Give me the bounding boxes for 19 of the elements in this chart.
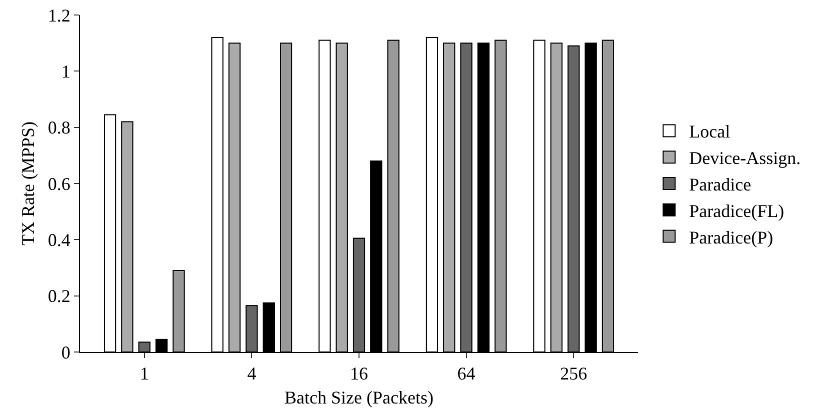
y-axis-title: TX Rate (MPPS) [18,121,38,246]
x-tick-label: 1 [140,364,149,384]
y-tick-label: 0 [61,342,70,362]
legend-label: Paradice [689,174,752,195]
y-tick-label: 1 [61,61,70,82]
legend-label: Local [689,122,730,142]
x-tick-label: 16 [350,364,368,384]
legend-label: Paradice(P) [689,227,774,248]
legend-label: Device-Assign. [689,148,801,168]
y-tick-label: 0.8 [48,118,70,138]
y-tick-label: 0.4 [48,230,70,250]
x-tick-label: 256 [560,364,588,384]
x-tick-label: 4 [247,364,256,384]
x-axis-title: Batch Size (Packets) [284,388,434,408]
y-tick-label: 0.6 [48,174,70,194]
legend-label: Paradice(FL) [689,200,784,221]
x-tick-label: 64 [457,364,476,384]
y-tick-label: 1.2 [48,5,70,26]
y-tick-label: 0.2 [48,286,70,306]
